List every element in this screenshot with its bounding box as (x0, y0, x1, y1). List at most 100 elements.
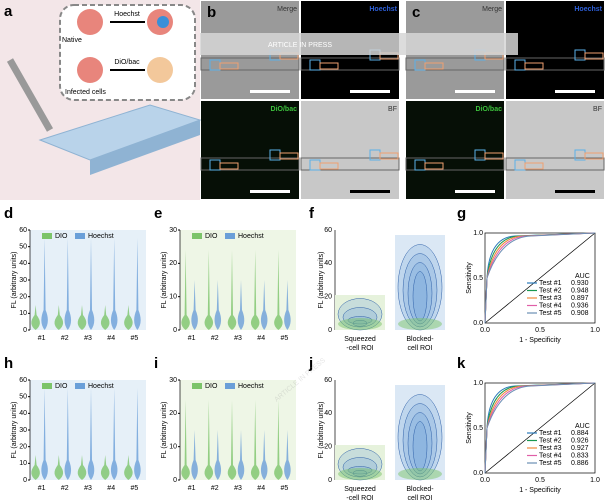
x-tick-label: 0.5 (535, 477, 545, 484)
violin-hoechst (191, 280, 198, 330)
channel-label: Hoechst (574, 6, 602, 13)
legend-label: Test #2 (539, 287, 562, 294)
violin-dio (181, 400, 190, 480)
violin-hoechst (284, 280, 291, 330)
y-tick-label: 20 (324, 294, 332, 301)
violin-dio (100, 305, 110, 330)
x-tick-label: #5 (131, 335, 139, 342)
plot-bg (30, 230, 146, 330)
y-axis-label: Sensitivity (466, 262, 473, 294)
y-tick-label: 40 (19, 410, 27, 417)
x-tick-label: 0.0 (480, 477, 490, 484)
image-tile (201, 101, 299, 199)
y-axis-label: FL (arbitrary units) (161, 252, 168, 309)
diagonal (484, 382, 596, 474)
x-tick-label: -cell ROI (346, 345, 373, 352)
y-tick-label: 10 (19, 310, 27, 317)
panel-label: g (457, 205, 466, 222)
roi-box (379, 152, 399, 160)
channel-label: Hoechst (369, 6, 397, 13)
legend-swatch (75, 233, 85, 239)
auc-value: 0.936 (571, 302, 589, 309)
panel-label: k (457, 355, 466, 372)
syringe (6, 58, 54, 132)
channel (505, 157, 605, 171)
panel-label: h (4, 355, 13, 372)
contour (412, 421, 428, 472)
x-tick-label: #2 (211, 485, 219, 492)
x-tick-label: #3 (234, 485, 242, 492)
plot-frame (484, 382, 596, 474)
legend-label: Hoechst (88, 383, 114, 390)
violin-dio (227, 400, 237, 480)
stain-label: DiO/bac (114, 59, 140, 66)
legend-label: Test #2 (539, 437, 562, 444)
violin-hoechst (110, 388, 118, 480)
legend-label: DIO (205, 233, 218, 240)
y-tick-label: 60 (19, 377, 27, 384)
plot-bg (30, 380, 146, 480)
panel-label: f (309, 205, 315, 222)
legend-label: Test #3 (539, 295, 562, 302)
plot-frame (484, 232, 596, 324)
roi-box (219, 162, 239, 170)
legend-label: Test #1 (539, 280, 562, 287)
violin-hoechst (64, 388, 72, 480)
x-tick-label: 1.0 (590, 477, 600, 484)
channel (300, 57, 400, 71)
x-tick-label: #3 (84, 485, 92, 492)
y-axis-label: FL (arbitrary units) (318, 252, 325, 309)
violin-hoechst (41, 238, 48, 330)
channel-label: Merge (277, 6, 297, 13)
x-tick-label: #4 (257, 485, 265, 492)
roi-box (424, 62, 444, 70)
channel (200, 157, 300, 171)
x-tick-label: #3 (234, 335, 242, 342)
auc-title: AUC (575, 423, 590, 430)
legend-label: Hoechst (88, 233, 114, 240)
legend-label: Test #4 (539, 452, 562, 459)
y-tick-label: 20 (169, 410, 177, 417)
legend-swatch (192, 383, 202, 389)
x-tick-label: #2 (211, 335, 219, 342)
auc-value: 0.926 (571, 437, 589, 444)
channel (200, 57, 300, 71)
violin-dio (181, 250, 190, 330)
roi-box (219, 62, 239, 70)
y-tick-label: 0 (328, 327, 332, 334)
legend-label: Test #1 (539, 430, 562, 437)
legend-label: Test #5 (539, 460, 562, 467)
cell (147, 57, 173, 83)
y-tick-label: 50 (19, 244, 27, 251)
panel-label: a (4, 3, 13, 20)
violin-dio (77, 455, 87, 480)
image-tile (301, 101, 399, 199)
legend-label: Test #3 (539, 445, 562, 452)
panel-label: j (308, 355, 313, 372)
roi-box (524, 62, 544, 70)
y-tick-label: 0 (23, 477, 27, 484)
dynamic-content: a Hoechst DiO/bac Native Infected cells Merge… (4, 1, 605, 502)
y-tick-label: 20 (324, 444, 332, 451)
contour-green (398, 468, 442, 480)
y-tick-label: 40 (19, 260, 27, 267)
roi-box (584, 152, 604, 160)
violin-dio (204, 250, 214, 330)
scale-bar (455, 90, 495, 93)
y-tick-label: 50 (19, 394, 27, 401)
y-tick-label: 10 (169, 294, 177, 301)
violin-hoechst (41, 388, 48, 480)
y-tick-label: 0.0 (473, 470, 483, 477)
violin-dio (274, 400, 283, 480)
auc-value: 0.897 (571, 295, 589, 302)
x-tick-label: Squeezed (344, 486, 376, 493)
violin-dio (250, 250, 260, 330)
x-tick-label: #4 (257, 335, 265, 342)
violin-hoechst (237, 280, 245, 330)
roi-box (319, 62, 339, 70)
y-axis-label: FL (arbitrary units) (318, 402, 325, 459)
violin-dio (77, 305, 87, 330)
y-tick-label: 10 (169, 444, 177, 451)
scale-bar (555, 190, 595, 193)
